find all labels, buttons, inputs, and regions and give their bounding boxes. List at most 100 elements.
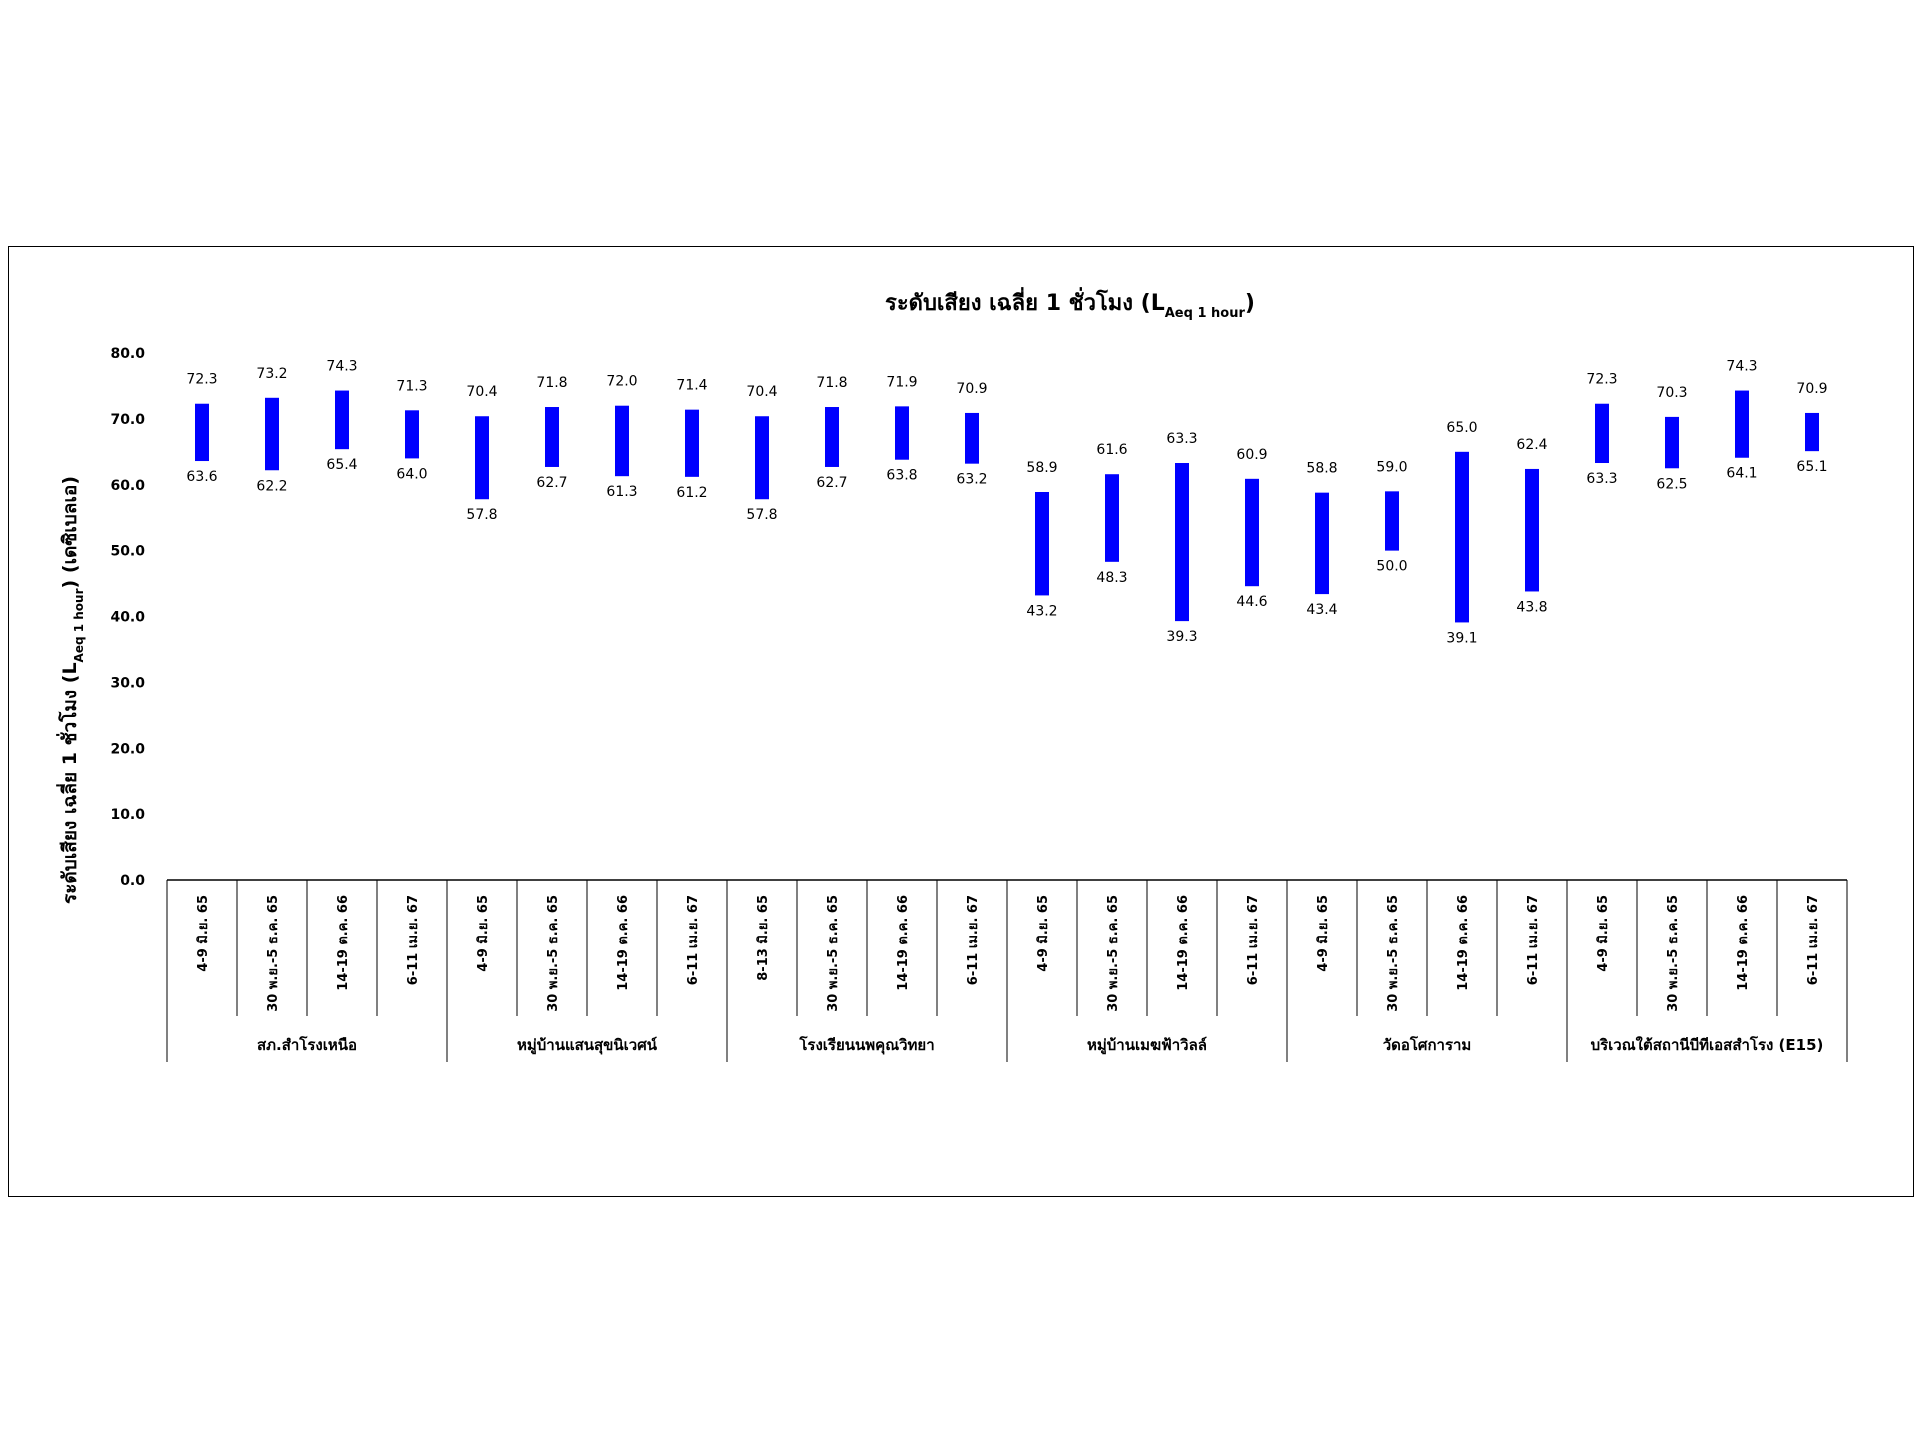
max-value-label: 70.9 — [1796, 381, 1827, 397]
max-value-label: 70.9 — [956, 381, 987, 397]
x-category-label: 30 พ.ย.-5 ธ.ค. 65 — [266, 895, 281, 1012]
y-tick-label: 60.0 — [110, 478, 145, 494]
max-value-label: 74.3 — [326, 359, 357, 375]
range-bar — [1385, 491, 1399, 551]
x-category-label: 30 พ.ย.-5 ธ.ค. 65 — [546, 895, 561, 1012]
min-value-label: 65.4 — [326, 457, 357, 473]
x-category-label: 14-19 ต.ค. 66 — [1176, 895, 1191, 991]
x-category-label: 14-19 ต.ค. 66 — [616, 895, 631, 991]
group-label: หมู่บ้านแสนสุขนิเวศน์ — [517, 1036, 658, 1055]
max-value-label: 65.0 — [1446, 420, 1477, 436]
group-label: สภ.สำโรงเหนือ — [257, 1035, 357, 1054]
x-category-label: 6-11 เม.ย. 67 — [1806, 895, 1821, 985]
max-value-label: 71.3 — [396, 378, 427, 394]
x-category-label: 14-19 ต.ค. 66 — [336, 895, 351, 991]
min-value-label: 63.6 — [186, 469, 217, 485]
x-category-label: 6-11 เม.ย. 67 — [1526, 895, 1541, 985]
range-bar — [965, 412, 979, 464]
range-bar — [405, 410, 419, 459]
range-bar — [615, 405, 629, 477]
min-value-label: 43.2 — [1026, 603, 1057, 619]
max-value-label: 71.8 — [536, 375, 567, 391]
max-value-label: 71.8 — [816, 375, 847, 391]
group-label: บริเวณใต้สถานีบีทีเอสสำโรง (E15) — [1591, 1035, 1824, 1054]
range-bar — [1595, 403, 1609, 464]
y-tick-label: 20.0 — [110, 741, 145, 757]
max-value-label: 62.4 — [1516, 437, 1547, 453]
x-category-label: 4-9 มิ.ย. 65 — [1316, 895, 1331, 972]
range-bar — [685, 409, 699, 477]
y-tick-label: 70.0 — [110, 412, 145, 428]
range-bar — [1455, 451, 1469, 623]
max-value-label: 61.6 — [1096, 442, 1127, 458]
min-value-label: 48.3 — [1096, 570, 1127, 586]
x-category-label: 8-13 มิ.ย. 65 — [756, 895, 771, 981]
y-tick-label: 40.0 — [110, 610, 145, 626]
y-tick-label: 50.0 — [110, 544, 145, 560]
min-value-label: 61.3 — [606, 484, 637, 500]
max-value-label: 72.3 — [186, 372, 217, 388]
x-category-label: 6-11 เม.ย. 67 — [686, 895, 701, 985]
range-bar — [1035, 491, 1049, 596]
y-axis-label: ระดับเสียง เฉลี่ย 1 ชั่วโมง (LAeq 1 hour… — [56, 476, 86, 904]
range-bar — [1245, 478, 1259, 587]
y-tick-label: 80.0 — [110, 346, 145, 362]
min-value-label: 65.1 — [1796, 459, 1827, 475]
x-category-label: 4-9 มิ.ย. 65 — [1036, 895, 1051, 972]
min-value-label: 62.5 — [1656, 476, 1687, 492]
range-bar — [1175, 463, 1189, 622]
min-value-label: 62.7 — [536, 475, 567, 491]
min-value-label: 64.1 — [1726, 466, 1757, 482]
x-category-label: 6-11 เม.ย. 67 — [966, 895, 981, 985]
max-value-label: 70.4 — [746, 384, 777, 400]
min-value-label: 57.8 — [746, 507, 777, 523]
max-value-label: 60.9 — [1236, 447, 1267, 463]
range-bar — [755, 416, 769, 500]
min-value-label: 50.0 — [1376, 559, 1407, 575]
range-bar — [825, 407, 839, 467]
range-bar — [475, 416, 489, 500]
range-bar — [1805, 412, 1819, 452]
max-value-label: 58.9 — [1026, 460, 1057, 476]
min-value-label: 43.4 — [1306, 602, 1337, 618]
min-value-label: 39.3 — [1166, 629, 1197, 645]
x-category-label: 4-9 มิ.ย. 65 — [196, 895, 211, 972]
max-value-label: 63.3 — [1166, 431, 1197, 447]
x-category-label: 14-19 ต.ค. 66 — [1736, 895, 1751, 991]
min-value-label: 64.0 — [396, 466, 427, 482]
max-value-label: 73.2 — [256, 366, 287, 382]
max-value-label: 72.0 — [606, 374, 637, 390]
min-value-label: 63.8 — [886, 468, 917, 484]
x-category-label: 30 พ.ย.-5 ธ.ค. 65 — [1386, 895, 1401, 1012]
min-value-label: 62.7 — [816, 475, 847, 491]
y-tick-label: 0.0 — [120, 873, 145, 889]
range-bar — [1315, 492, 1329, 595]
x-category-label: 14-19 ต.ค. 66 — [896, 895, 911, 991]
min-value-label: 44.6 — [1236, 594, 1267, 610]
y-tick-label: 30.0 — [110, 675, 145, 691]
max-value-label: 58.8 — [1306, 461, 1337, 477]
x-category-label: 6-11 เม.ย. 67 — [406, 895, 421, 985]
min-value-label: 39.1 — [1446, 630, 1477, 646]
min-value-label: 57.8 — [466, 507, 497, 523]
range-bar — [545, 407, 559, 467]
x-category-label: 30 พ.ย.-5 ธ.ค. 65 — [1666, 895, 1681, 1012]
x-axis-categories: 4-9 มิ.ย. 65 30 พ.ย.-5 ธ.ค. 65 14-19 ต.ค. … — [196, 895, 1823, 1055]
bars — [195, 390, 1819, 623]
min-value-label: 62.2 — [256, 478, 287, 494]
range-bar — [1525, 468, 1539, 592]
range-bar — [195, 403, 209, 462]
range-bar — [895, 406, 909, 460]
axes: 0.0 10.0 20.0 30.0 40.0 50.0 60.0 70.0 80.0 — [110, 346, 1848, 1062]
range-bar — [1735, 390, 1749, 458]
chart-title: ระดับเสียง เฉลี่ย 1 ชั่วโมง (LAeq 1 hour… — [885, 286, 1255, 321]
max-value-label: 59.0 — [1376, 459, 1407, 475]
x-category-label: 14-19 ต.ค. 66 — [1456, 895, 1471, 991]
group-label: โรงเรียนนพคุณวิทยา — [798, 1035, 934, 1055]
max-value-label: 71.4 — [676, 378, 707, 394]
value-labels: 72.3 63.6 73.2 62.2 74.3 65.4 71.3 64.0 70.4 57.8… — [186, 359, 1827, 647]
min-value-label: 61.2 — [676, 485, 707, 501]
range-bar — [1105, 474, 1119, 562]
x-category-label: 30 พ.ย.-5 ธ.ค. 65 — [826, 895, 841, 1012]
